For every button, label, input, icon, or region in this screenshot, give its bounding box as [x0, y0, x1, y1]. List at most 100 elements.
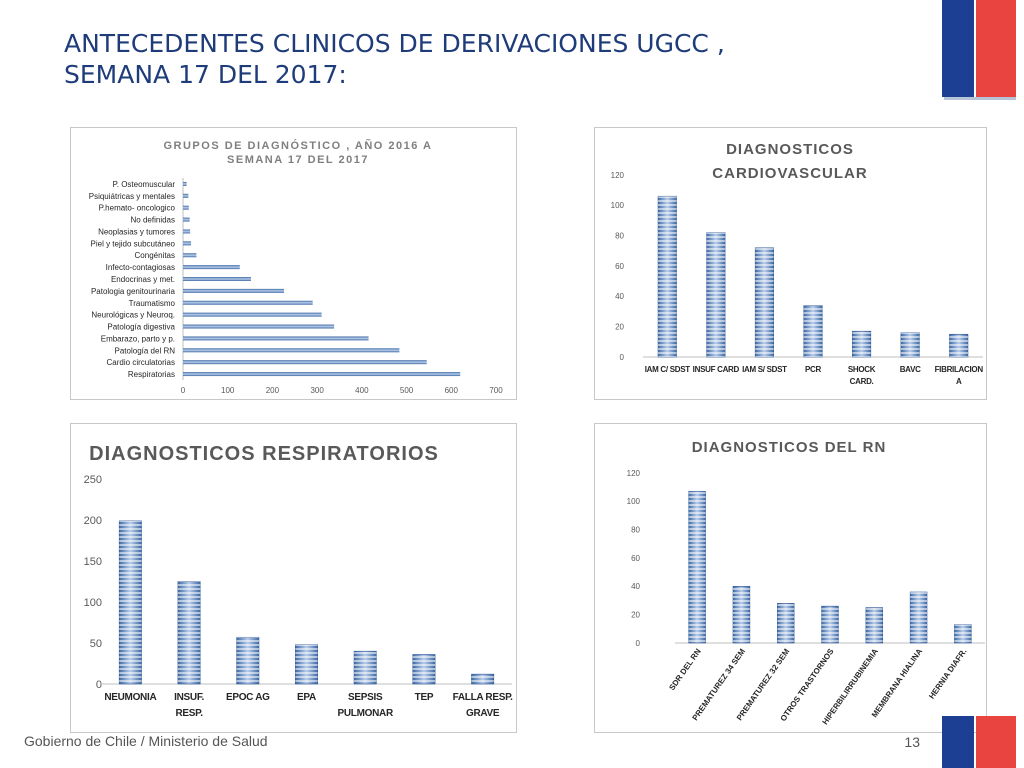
footer-text: Gobierno de Chile / Ministerio de Salud — [24, 733, 268, 749]
rn-y-tick-label: 0 — [636, 639, 641, 648]
cardio-y-tick-label: 100 — [611, 201, 625, 210]
grupos-x-tick-label: 600 — [445, 386, 459, 395]
cardio-category-label: CARD. — [850, 377, 874, 386]
cardio-bar-stripe — [755, 247, 774, 357]
chile-flag-decoration-top — [942, 0, 1016, 100]
resp-y-tick-label: 200 — [84, 515, 102, 527]
grupos-x-tick-label: 700 — [489, 386, 503, 395]
grupos-category-label: Patología digestiva — [107, 323, 175, 332]
cardio-bar-stripe — [803, 305, 823, 357]
flag-blue-stripe — [942, 716, 974, 768]
grupos-bar — [183, 253, 197, 258]
cardio-bar-stripe — [900, 332, 920, 357]
rn-bar-stripe — [865, 607, 883, 643]
cardio-y-tick-label: 80 — [615, 231, 624, 240]
resp-bar-stripe — [354, 651, 377, 684]
rn-bar-stripe — [954, 624, 972, 643]
grupos-bar — [183, 312, 322, 317]
rn-bar-stripe — [910, 592, 927, 643]
flag-red-stripe — [976, 716, 1016, 768]
chart-panel-resp: DIAGNOSTICOS RESPIRATORIOS 0 50 100 150 200 25… — [70, 423, 517, 733]
resp-y-tick-label: 150 — [84, 556, 102, 568]
grupos-bar — [183, 348, 400, 353]
rn-y-tick-label: 60 — [631, 554, 640, 563]
grupos-bar — [183, 288, 285, 293]
resp-category-label: NEUMONIA — [104, 692, 156, 703]
grupos-x-tick-label: 100 — [221, 386, 235, 395]
resp-chart: DIAGNOSTICOS RESPIRATORIOS 0 50 100 150 200 25… — [84, 443, 514, 719]
grupos-bar — [183, 217, 190, 222]
cardio-category-label: PCR — [805, 365, 822, 374]
rn-category-label: HERNIA DIAFR. — [927, 647, 968, 701]
cardio-y-tick-label: 0 — [620, 353, 625, 362]
grupos-chart-title-line: GRUPOS DE DIAGNÓSTICO , AÑO 2016 A — [163, 139, 432, 152]
resp-y-tick-label: 100 — [84, 597, 102, 609]
grupos-bar — [183, 229, 191, 234]
rn-y-tick-label: 40 — [631, 582, 640, 591]
resp-category-label: EPOC AG — [226, 692, 270, 703]
flag-blue-stripe — [942, 0, 974, 97]
resp-bar-stripe — [177, 581, 201, 684]
rn-chart: DIAGNOSTICOS DEL RN 0 20 40 60 80 100 120 SDR DE… — [627, 439, 985, 726]
slide-title-line-2: SEMANA 17 DEL 2017: — [64, 60, 347, 89]
grupos-category-label: Endocrinas y met. — [111, 275, 175, 284]
rn-y-tick-label: 120 — [627, 469, 641, 478]
rn-y-tick-label: 100 — [627, 497, 641, 506]
grupos-category-label: Neoplasias y tumores — [98, 227, 175, 236]
cardio-y-tick-label: 20 — [615, 322, 624, 331]
rn-category-label: SDR DEL RN — [667, 647, 702, 692]
chart-panel-rn: DIAGNOSTICOS DEL RN 0 20 40 60 80 100 120 SDR DE… — [594, 423, 987, 733]
grupos-category-label: Cardio circulatorias — [107, 358, 175, 367]
grupos-x-tick-label: 500 — [400, 386, 414, 395]
grupos-bar — [183, 372, 461, 377]
resp-category-label: INSUF. — [174, 692, 204, 703]
grupos-bar — [183, 360, 427, 365]
cardio-chart: DIAGNOSTICOS CARDIOVASCULAR 0 20 40 60 80 100 12… — [611, 141, 984, 386]
resp-bar-stripe — [471, 674, 494, 684]
cardio-chart-title-line: DIAGNOSTICOS — [726, 141, 854, 158]
cardio-category-label: IAM S/ SDST — [742, 365, 787, 374]
cardio-bar-stripe — [949, 334, 968, 357]
grupos-category-label: Respiratorias — [128, 370, 175, 379]
slide-title: ANTECEDENTES CLINICOS DE DERIVACIONES UG… — [64, 28, 924, 90]
grupos-bar — [183, 277, 251, 281]
resp-bar-stripe — [119, 520, 142, 684]
rn-y-tick-label: 20 — [631, 610, 640, 619]
flag-shadow — [944, 97, 1016, 100]
resp-y-tick-label: 0 — [96, 679, 102, 691]
cardio-y-tick-label: 60 — [615, 262, 624, 271]
grupos-category-label: Patologia genitourinaria — [91, 287, 176, 296]
grupos-x-tick-label: 300 — [310, 386, 324, 395]
grupos-x-tick-label: 200 — [266, 386, 280, 395]
cardio-y-tick-label: 40 — [615, 292, 624, 301]
cardio-category-label: INSUF CARD — [693, 365, 740, 374]
grupos-x-tick-label: 400 — [355, 386, 369, 395]
cardio-bar-stripe — [852, 331, 871, 357]
resp-bar-stripe — [412, 654, 436, 684]
grupos-bar — [183, 336, 369, 341]
grupos-category-label: Congénitas — [135, 251, 175, 260]
resp-category-label: FALLA RESP. — [453, 692, 514, 703]
rn-bar-stripe — [688, 491, 706, 643]
cardio-category-label: FIBRILACION — [935, 365, 984, 374]
rn-y-tick-label: 80 — [631, 525, 640, 534]
cardio-category-label: BAVC — [900, 365, 921, 374]
grupos-bar — [183, 181, 187, 186]
grupos-bar — [183, 205, 189, 210]
rn-bar-stripe — [777, 603, 795, 643]
grupos-chart-title-line: SEMANA 17 DEL 2017 — [227, 154, 369, 166]
grupos-bar — [183, 265, 240, 270]
grupos-bar — [183, 324, 335, 329]
chart-panel-grupos: GRUPOS DE DIAGNÓSTICO , AÑO 2016 A SEMANA… — [70, 127, 517, 400]
grupos-category-label: Psiquiátricas y mentales — [89, 192, 175, 201]
cardio-category-label: IAM C/ SDST — [645, 365, 691, 374]
resp-category-label: GRAVE — [466, 708, 500, 719]
rn-category-label: MEMBRANA HIALINA — [870, 647, 924, 719]
cardio-y-tick-label: 120 — [611, 171, 625, 180]
grupos-bar — [183, 193, 189, 198]
rn-bar-stripe — [733, 586, 750, 643]
grupos-category-label: Piel y tejido subcutáneo — [91, 239, 176, 248]
grupos-chart: GRUPOS DE DIAGNÓSTICO , AÑO 2016 A SEMANA… — [89, 139, 503, 395]
grupos-bar — [183, 241, 192, 246]
grupos-category-label: No definidas — [131, 216, 175, 225]
